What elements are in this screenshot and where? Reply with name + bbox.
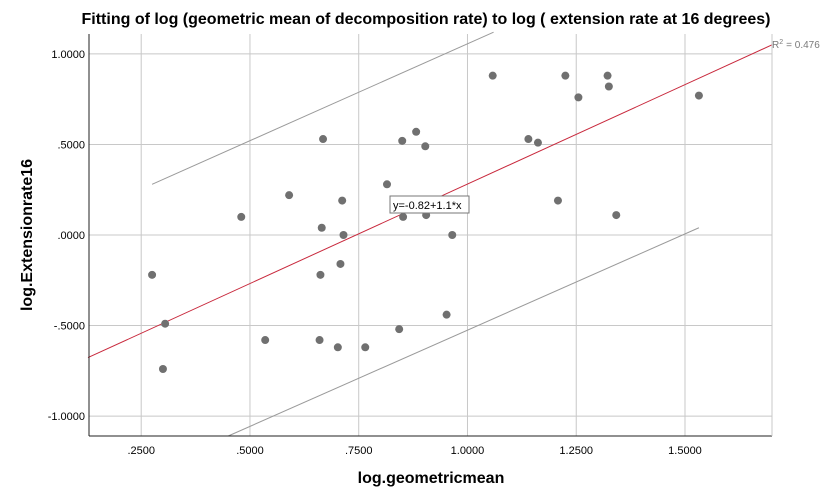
equation-label: y=-0.82+1.1*x	[393, 200, 462, 212]
data-point	[603, 71, 612, 80]
data-point	[316, 270, 325, 279]
data-point	[285, 191, 294, 200]
data-point	[533, 138, 542, 147]
data-point	[574, 93, 583, 102]
ci-lower-line	[228, 227, 700, 437]
y-tick-label: -1.0000	[48, 411, 85, 423]
x-tick-label: .5000	[236, 445, 264, 457]
y-tick-label: .0000	[57, 230, 85, 242]
data-point	[395, 325, 404, 334]
r2-annotation: R2 = 0.476	[772, 39, 820, 51]
data-point	[361, 343, 370, 352]
r2-label: R	[772, 40, 779, 51]
data-point	[315, 336, 324, 345]
y-tick-label: .5000	[57, 139, 85, 151]
r2-value: = 0.476	[786, 40, 820, 51]
data-point	[336, 259, 345, 268]
data-point	[448, 231, 457, 239]
data-point	[339, 231, 348, 239]
y-tick-label: 1.0000	[51, 49, 85, 61]
data-point	[421, 142, 430, 151]
data-point	[612, 211, 621, 220]
svg-text:R2= 0.476: R2 = 0.476	[772, 39, 820, 51]
data-point	[524, 135, 533, 144]
axes	[88, 34, 773, 437]
equation-box: y=-0.82+1.1*x	[389, 195, 470, 214]
y-axis-label: log.Extensionrate16	[19, 159, 36, 311]
grid-lines	[89, 34, 772, 436]
r2-superscript: 2	[779, 39, 783, 46]
chart-title: Fitting of log (geometric mean of decomp…	[81, 11, 771, 28]
data-point	[317, 223, 326, 232]
data-point	[382, 180, 391, 189]
data-points	[148, 71, 703, 373]
data-point	[488, 71, 497, 80]
ci-upper-line	[151, 31, 494, 185]
data-point	[261, 336, 270, 345]
confidence-lines	[151, 31, 700, 437]
data-point	[561, 71, 570, 80]
data-point	[553, 196, 562, 205]
data-point	[158, 365, 167, 373]
data-point	[442, 310, 451, 319]
x-tick-label: 1.2500	[559, 445, 593, 457]
data-point	[604, 82, 613, 91]
y-tick-label: -.5000	[54, 321, 85, 333]
data-point	[319, 135, 328, 144]
x-tick-label: 1.5000	[668, 445, 702, 457]
x-axis-label: log.geometricmean	[358, 470, 505, 487]
data-point	[398, 136, 407, 145]
data-point	[338, 196, 347, 205]
x-tick-label: .7500	[345, 445, 373, 457]
data-point	[412, 127, 421, 136]
data-point	[333, 343, 342, 352]
data-point	[161, 319, 170, 328]
data-point	[399, 212, 408, 221]
data-point	[237, 212, 246, 221]
x-tick-label: .2500	[127, 445, 155, 457]
tick-labels: .2500 .5000 .7500 1.0000 1.2500 1.5000 1.0000.…	[48, 49, 702, 457]
data-point	[694, 91, 703, 100]
x-tick-label: 1.0000	[451, 445, 485, 457]
data-point	[148, 270, 157, 279]
